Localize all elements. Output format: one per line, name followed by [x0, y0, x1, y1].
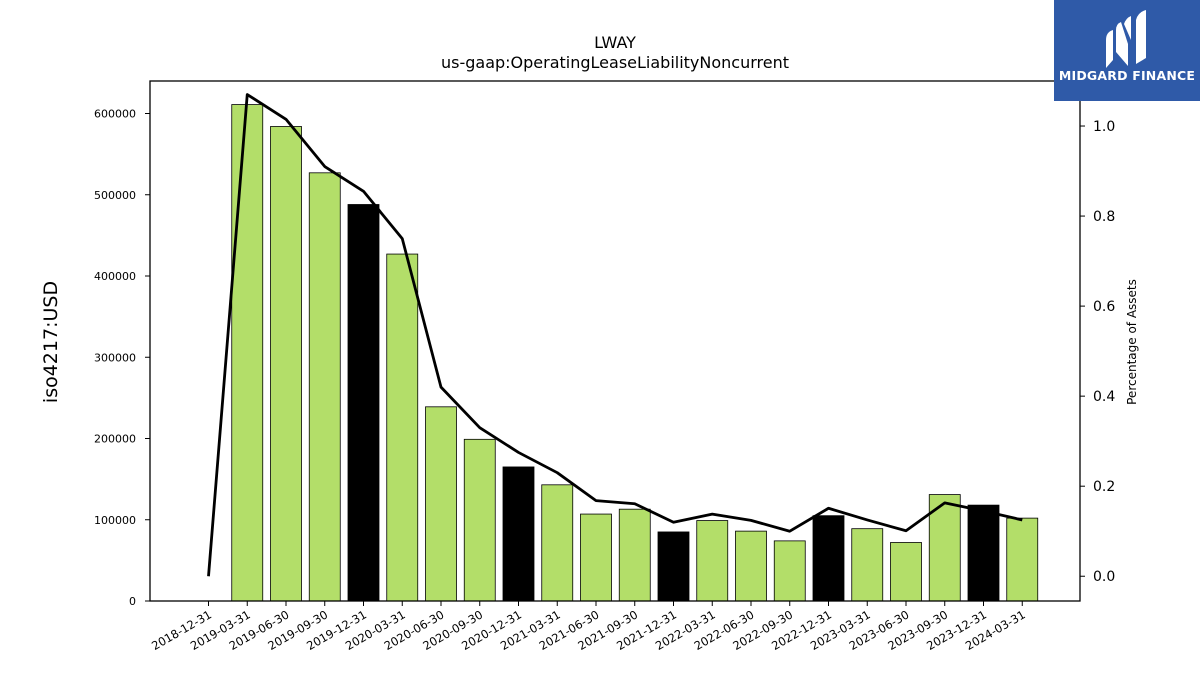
plot-frame: [149, 80, 1081, 602]
y-tick-label: 600000: [94, 108, 136, 121]
bar-2022-12-31: [812, 515, 845, 602]
y-tick-label: 400000: [94, 270, 136, 283]
y-tick-label: 500000: [94, 189, 136, 202]
chart-title: LWAY: [594, 33, 636, 52]
y-tick-label: 100000: [94, 514, 136, 527]
bar-2021-12-31: [657, 531, 690, 602]
bar-2022-03-31: [696, 520, 729, 602]
y2-tick-label: 1.0: [1093, 119, 1115, 135]
y2-tick-label: 0.0: [1093, 569, 1115, 585]
bar-2021-03-31: [541, 484, 574, 602]
bar-2020-06-30: [425, 406, 457, 602]
bar-2020-03-31: [386, 253, 419, 602]
y2-axis-label: Percentage of Assets: [1125, 279, 1139, 405]
bar-2019-09-30: [308, 172, 341, 602]
bar-2019-06-30: [270, 126, 302, 602]
midgard-finance-logo: MIDGARD FINANCE: [1054, 0, 1200, 101]
bar-2021-09-30: [618, 508, 651, 602]
y-tick-label: 0: [129, 595, 136, 608]
bar-2022-09-30: [773, 540, 806, 602]
bar-2023-03-31: [851, 528, 884, 602]
percentage-line: [207, 93, 1023, 577]
y2-tick-label: 0.6: [1093, 299, 1115, 315]
y-axis-label: iso4217:USD: [40, 281, 62, 403]
bar-2023-06-30: [890, 542, 922, 602]
y2-tick-label: 0.4: [1093, 389, 1115, 405]
chart-subtitle: us-gaap:OperatingLeaseLiabilityNoncurren…: [441, 53, 789, 72]
bar-2024-03-31: [1006, 517, 1039, 602]
bar-2022-06-30: [735, 530, 767, 602]
bar-2020-12-31: [502, 466, 535, 602]
bar-2023-12-31: [967, 504, 1000, 602]
y2-tick-label: 0.8: [1093, 209, 1115, 225]
bar-2021-06-30: [580, 513, 612, 602]
midgard-finance-logo-icon: [1106, 10, 1146, 68]
bar-2023-09-30: [928, 494, 961, 602]
line-layer: [207, 93, 1023, 577]
y2-tick-label: 0.2: [1093, 479, 1115, 495]
y-tick-label: 300000: [94, 351, 136, 364]
bar-2019-12-31: [347, 204, 380, 602]
bars-layer: [231, 104, 1039, 602]
bar-2019-03-31: [231, 104, 264, 602]
logo-text: MIDGARD FINANCE: [1058, 68, 1196, 83]
bar-2020-09-30: [463, 438, 496, 602]
y-tick-label: 200000: [94, 433, 136, 446]
